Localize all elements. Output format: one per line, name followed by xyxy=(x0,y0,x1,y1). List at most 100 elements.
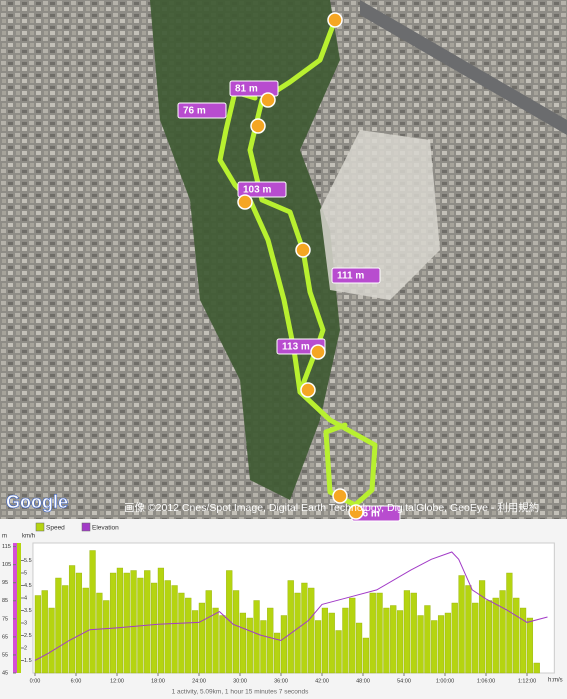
speed-bar xyxy=(267,607,274,674)
speed-bar xyxy=(308,587,315,674)
y-tick-label: 45 xyxy=(2,670,8,676)
speed-bar xyxy=(519,607,527,674)
elevation-axis-strip xyxy=(13,543,17,673)
y-tick-label: 95 xyxy=(2,580,8,586)
elevation-line xyxy=(34,551,548,661)
x-tick-label: 18:00 xyxy=(151,678,165,684)
speed-bar xyxy=(431,620,438,674)
x-tick-label: 48:00 xyxy=(356,678,370,684)
waypoint-icon xyxy=(300,382,316,398)
speed-bar xyxy=(191,610,199,674)
waypoint-icon xyxy=(237,194,253,210)
y2-tick-label: 3 xyxy=(24,620,27,626)
speed-axis-strip xyxy=(17,543,21,673)
elevation-marker-label: 76 m xyxy=(183,106,206,117)
map-attribution: 画像 ©2012 Cnes/Spot Image, Digital Earth … xyxy=(124,501,539,514)
speed-bar xyxy=(103,600,110,674)
speed-bar xyxy=(396,610,404,674)
speed-bar xyxy=(451,602,458,674)
elevation-marker xyxy=(229,80,279,97)
y2-axis-label: km/h xyxy=(22,534,35,540)
elevation-marker xyxy=(237,181,287,198)
speed-bar xyxy=(246,617,253,674)
speed-bar xyxy=(369,592,376,674)
speed-bar xyxy=(55,577,62,674)
elevation-marker-label: 113 m xyxy=(282,342,310,353)
speed-bar xyxy=(185,597,192,674)
x-tick-label: 36:00 xyxy=(274,678,288,684)
speed-bar xyxy=(424,605,431,674)
speed-bar xyxy=(219,615,226,674)
elevation-marker-label: 111 m xyxy=(337,271,364,282)
speed-bar xyxy=(417,615,424,674)
speed-bar xyxy=(48,607,55,674)
elevation-marker xyxy=(331,267,381,284)
highway xyxy=(360,0,567,135)
speed-bar xyxy=(212,607,219,674)
y2-tick-label: 3.5 xyxy=(24,608,32,614)
y-tick-label: 75 xyxy=(2,616,8,622)
speed-bar xyxy=(410,592,417,674)
legend-label: Speed xyxy=(46,525,65,532)
legend-swatch xyxy=(81,522,91,532)
elevation-marker-label: 76 m xyxy=(357,509,380,520)
waypoint-icon xyxy=(295,242,311,258)
elevation-marker-label: 81 m xyxy=(235,84,258,95)
speed-bar xyxy=(150,582,158,674)
y-tick-label: 65 xyxy=(2,634,8,640)
speed-bar xyxy=(437,615,445,674)
map-logo: Google xyxy=(6,492,68,512)
y-tick-label: 105 xyxy=(2,562,11,568)
x-axis-label: h:m/s xyxy=(548,678,563,684)
x-tick-label: 24:00 xyxy=(192,678,206,684)
speed-bar xyxy=(513,597,520,674)
speed-bar xyxy=(96,592,103,674)
y2-tick-label: 4.5 xyxy=(24,583,32,589)
speed-bar xyxy=(239,612,247,674)
y2-tick-label: 4 xyxy=(24,595,27,601)
waypoint-icon xyxy=(348,504,364,520)
speed-bar xyxy=(376,592,383,674)
speed-bar xyxy=(144,570,151,674)
speed-bar xyxy=(41,590,48,674)
waypoint-icon xyxy=(250,118,266,134)
speed-bar xyxy=(280,615,288,674)
x-tick-label: 12:00 xyxy=(110,678,124,684)
speed-bar xyxy=(506,572,513,674)
waypoint-icon xyxy=(327,12,343,28)
y-tick-label: 115 xyxy=(2,544,11,550)
speed-bar xyxy=(62,585,69,674)
x-tick-label: 42:00 xyxy=(315,678,329,684)
speed-bar xyxy=(390,605,397,674)
legend-swatch xyxy=(35,522,45,532)
speed-bar xyxy=(109,572,117,674)
y2-tick-label: 1.5 xyxy=(24,658,32,664)
speed-bar xyxy=(465,585,472,674)
speed-bar xyxy=(321,607,329,674)
map[interactable] xyxy=(0,0,567,519)
forest xyxy=(150,0,340,500)
speed-bar xyxy=(171,585,178,674)
speed-bar xyxy=(157,567,165,674)
x-tick-label: 6:00 xyxy=(71,678,82,684)
speed-bar xyxy=(533,662,540,674)
speed-bar xyxy=(403,590,411,674)
y-tick-label: 85 xyxy=(2,598,8,604)
x-tick-label: 0:00 xyxy=(30,678,41,684)
y2-tick-label: 5 xyxy=(24,570,27,576)
speed-bar xyxy=(355,622,363,674)
speed-bar xyxy=(362,637,370,674)
legend-label: Elevation xyxy=(92,525,119,532)
speed-bar xyxy=(205,590,212,674)
speed-bar xyxy=(383,607,390,674)
speed-bar xyxy=(232,590,240,674)
speed-bar xyxy=(273,632,281,674)
x-tick-label: 1:12:00 xyxy=(518,678,536,684)
speed-bar xyxy=(287,580,294,674)
cleared-land xyxy=(320,130,440,300)
speed-bar xyxy=(458,575,465,674)
elevation-marker xyxy=(177,102,227,119)
speed-bar xyxy=(478,580,486,674)
